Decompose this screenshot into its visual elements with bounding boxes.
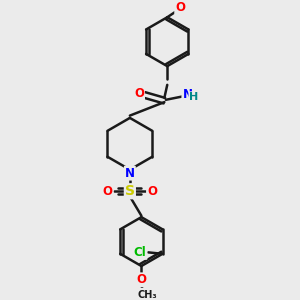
Text: H: H (189, 92, 199, 102)
Text: N: N (125, 167, 135, 180)
Text: O: O (136, 273, 146, 286)
Text: O: O (147, 185, 157, 198)
Text: CH₃: CH₃ (138, 290, 158, 300)
Text: O: O (134, 87, 144, 100)
Text: O: O (103, 185, 113, 198)
Text: S: S (125, 184, 135, 198)
Text: O: O (175, 1, 185, 14)
Text: Cl: Cl (134, 246, 146, 259)
Text: N: N (182, 88, 192, 101)
